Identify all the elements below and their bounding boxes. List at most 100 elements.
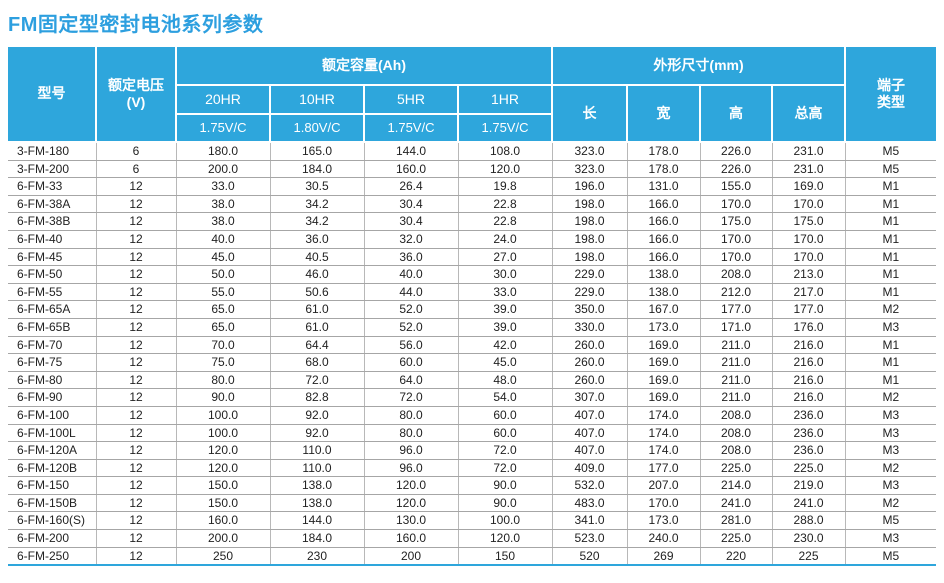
width-cell: 173.0 [627, 511, 701, 531]
model-cell: 6-FM-150 [8, 476, 97, 495]
height-cell: 281.0 [700, 511, 773, 531]
total-height-cell: 177.0 [772, 300, 846, 319]
capacity-10hr-cell: 50.6 [270, 283, 365, 302]
capacity-20hr-cell: 33.0 [176, 177, 271, 196]
height-cell: 208.0 [700, 441, 773, 460]
terminal-type-cell: M1 [845, 195, 937, 214]
height-cell: 212.0 [700, 283, 773, 302]
voltage-cell: 12 [96, 230, 177, 249]
model-cell: 6-FM-160(S) [8, 511, 97, 531]
terminal-type-cell: M1 [845, 283, 937, 302]
table-row: 6-FM-65B 12 65.0 61.0 52.0 39.0 330.0 17… [8, 318, 937, 337]
height-cell: 211.0 [700, 388, 773, 407]
model-cell: 6-FM-65A [8, 300, 97, 319]
capacity-1hr-cell: 100.0 [458, 511, 553, 531]
table-row: 6-FM-150 12 150.0 138.0 120.0 90.0 532.0… [8, 476, 937, 495]
capacity-20hr-cell: 38.0 [176, 212, 271, 231]
capacity-5hr-cell: 56.0 [364, 336, 459, 355]
width-cell: 174.0 [627, 406, 701, 425]
capacity-20hr-cell: 180.0 [176, 142, 271, 161]
capacity-1hr-cell: 90.0 [458, 476, 553, 495]
voltage-cell: 12 [96, 424, 177, 443]
capacity-5hr-cell: 60.0 [364, 353, 459, 372]
capacity-1hr-cell: 19.8 [458, 177, 553, 196]
model-cell: 6-FM-100 [8, 406, 97, 425]
height-cell: 170.0 [700, 230, 773, 249]
table-row: 6-FM-80 12 80.0 72.0 64.0 48.0 260.0 169… [8, 371, 937, 390]
total-height-cell: 236.0 [772, 441, 846, 460]
capacity-20hr-cell: 38.0 [176, 195, 271, 214]
voltage-cell: 12 [96, 336, 177, 355]
capacity-20hr-cell: 120.0 [176, 441, 271, 460]
model-cell: 6-FM-70 [8, 336, 97, 355]
model-cell: 6-FM-80 [8, 371, 97, 390]
capacity-10hr-cell: 30.5 [270, 177, 365, 196]
capacity-20hr-cell: 50.0 [176, 265, 271, 284]
capacity-20hr-cell: 65.0 [176, 300, 271, 319]
terminal-type-cell: M1 [845, 371, 937, 390]
total-height-cell: 170.0 [772, 230, 846, 249]
capacity-10hr-cell: 230 [270, 547, 365, 567]
width-cell: 178.0 [627, 142, 701, 161]
voltage-cell: 12 [96, 459, 177, 478]
width-cell: 167.0 [627, 300, 701, 319]
capacity-1hr-cell: 39.0 [458, 300, 553, 319]
capacity-10hr-cell: 165.0 [270, 142, 365, 161]
height-cell: 241.0 [700, 494, 773, 513]
width-cell: 174.0 [627, 424, 701, 443]
total-height-cell: 217.0 [772, 283, 846, 302]
terminal-type-cell: M3 [845, 529, 937, 548]
voltage-cell: 12 [96, 248, 177, 267]
model-cell: 6-FM-75 [8, 353, 97, 372]
capacity-5hr-cell: 80.0 [364, 424, 459, 443]
terminal-type-cell: M1 [845, 212, 937, 231]
width-cell: 169.0 [627, 388, 701, 407]
table-row: 6-FM-200 12 200.0 184.0 160.0 120.0 523.… [8, 529, 937, 548]
capacity-5hr-cell: 36.0 [364, 248, 459, 267]
length-cell: 198.0 [552, 212, 628, 231]
capacity-1hr-cell: 24.0 [458, 230, 553, 249]
width-cell: 207.0 [627, 476, 701, 495]
length-cell: 409.0 [552, 459, 628, 478]
capacity-20hr-cell: 250 [176, 547, 271, 567]
model-cell: 6-FM-38A [8, 195, 97, 214]
height-cell: 211.0 [700, 353, 773, 372]
table-row: 3-FM-180 6 180.0 165.0 144.0 108.0 323.0… [8, 142, 937, 161]
width-cell: 169.0 [627, 353, 701, 372]
voltage-cell: 12 [96, 283, 177, 302]
terminal-type-cell: M2 [845, 494, 937, 513]
capacity-10hr-cell: 92.0 [270, 424, 365, 443]
terminal-type-cell: M1 [845, 265, 937, 284]
voltage-cell: 12 [96, 300, 177, 319]
terminal-type-cell: M2 [845, 388, 937, 407]
table-row: 6-FM-40 12 40.0 36.0 32.0 24.0 198.0 166… [8, 230, 937, 249]
capacity-20hr-cell: 70.0 [176, 336, 271, 355]
col-header-20hr-cutoff: 1.75V/C [176, 113, 271, 143]
height-cell: 211.0 [700, 336, 773, 355]
voltage-cell: 12 [96, 177, 177, 196]
capacity-20hr-cell: 150.0 [176, 494, 271, 513]
table-row: 6-FM-120A 12 120.0 110.0 96.0 72.0 407.0… [8, 441, 937, 460]
length-cell: 523.0 [552, 529, 628, 548]
total-height-cell: 170.0 [772, 195, 846, 214]
length-cell: 260.0 [552, 336, 628, 355]
group-header-capacity: 额定容量(Ah) [175, 47, 553, 86]
total-height-cell: 231.0 [772, 160, 846, 179]
model-cell: 6-FM-100L [8, 424, 97, 443]
voltage-cell: 12 [96, 318, 177, 337]
table-row: 6-FM-120B 12 120.0 110.0 96.0 72.0 409.0… [8, 459, 937, 478]
total-height-cell: 213.0 [772, 265, 846, 284]
capacity-20hr-cell: 150.0 [176, 476, 271, 495]
length-cell: 532.0 [552, 476, 628, 495]
table-row: 6-FM-38A 12 38.0 34.2 30.4 22.8 198.0 16… [8, 195, 937, 214]
total-height-cell: 230.0 [772, 529, 846, 548]
terminal-type-cell: M5 [845, 547, 937, 567]
width-cell: 169.0 [627, 336, 701, 355]
col-header-1hr-cutoff: 1.75V/C [457, 113, 552, 143]
table-row: 6-FM-33 12 33.0 30.5 26.4 19.8 196.0 131… [8, 177, 937, 196]
capacity-5hr-cell: 144.0 [364, 142, 459, 161]
length-cell: 330.0 [552, 318, 628, 337]
total-height-cell: 241.0 [772, 494, 846, 513]
total-height-cell: 176.0 [772, 318, 846, 337]
capacity-5hr-cell: 120.0 [364, 476, 459, 495]
